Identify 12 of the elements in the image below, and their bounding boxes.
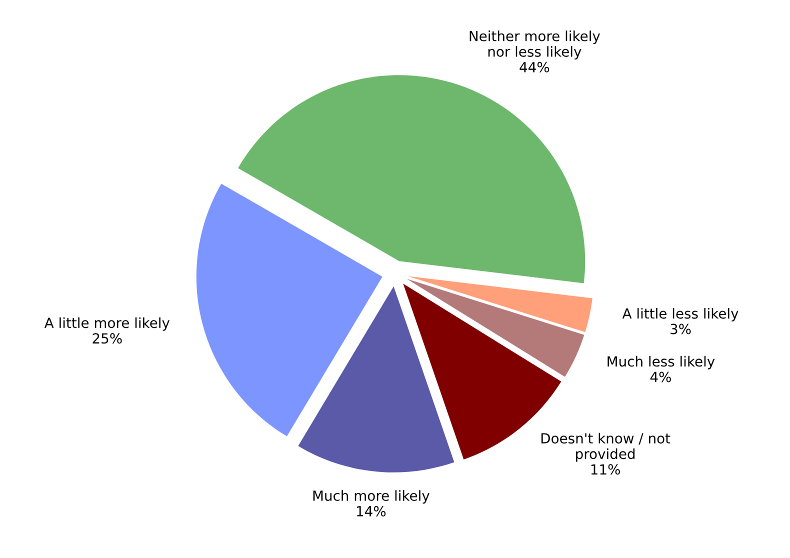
slice-label: Much more likely [313, 490, 430, 504]
data-label: 4% [650, 372, 671, 382]
data-label: 14% [357, 506, 386, 516]
data-label: 3% [670, 324, 691, 334]
data-label: 11% [591, 464, 620, 475]
slice-label: A little less likely [622, 308, 738, 322]
data-label: 44% [520, 62, 550, 72]
slice-label: Much less likely [608, 356, 715, 370]
slice-label: Neither more likely nor less likely [470, 30, 600, 60]
slice-label: Doesn't know / not provided [541, 432, 670, 462]
slice-label: A little more likely [44, 317, 170, 331]
data-label: 25% [92, 333, 122, 344]
